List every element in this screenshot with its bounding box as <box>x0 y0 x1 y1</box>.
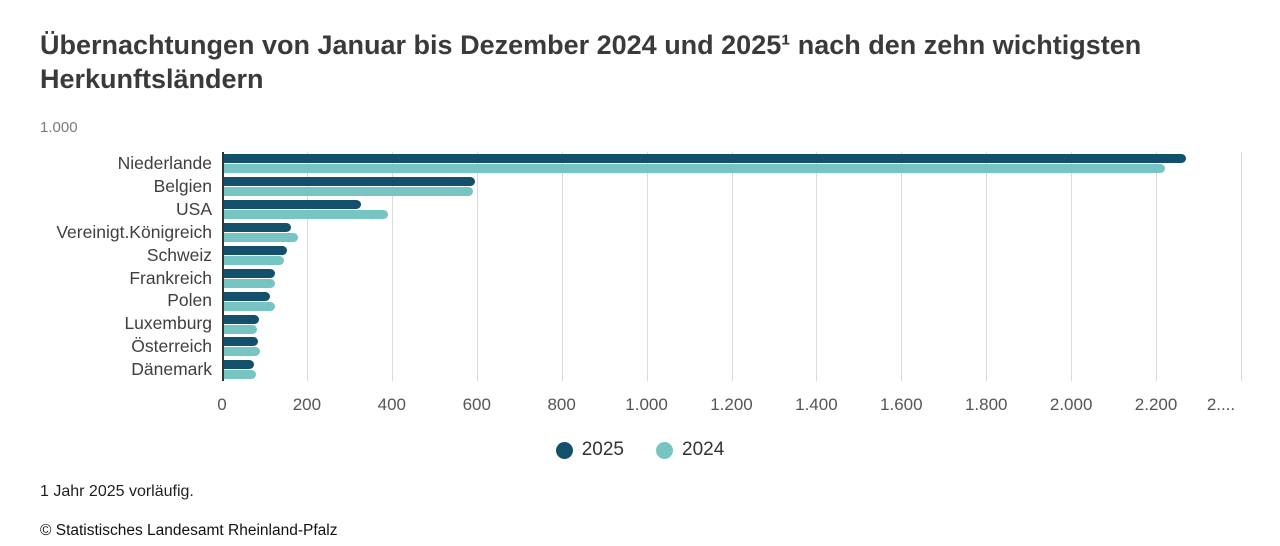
gridline <box>646 152 648 381</box>
gridline <box>816 152 818 381</box>
x-tick-label: 1.000 <box>625 395 668 414</box>
x-tick-label: 400 <box>377 395 407 414</box>
bar-2025-schweiz[interactable] <box>222 245 287 255</box>
bar-2025-belgien[interactable] <box>222 177 476 187</box>
x-tick-label: 2.200 <box>1134 395 1178 414</box>
legend-label-2025: 2025 <box>581 439 624 460</box>
bar-2025--sterreich[interactable] <box>222 337 258 347</box>
y-category-label: USA <box>176 198 212 219</box>
gridline <box>986 152 988 381</box>
footnote: 1 Jahr 2025 vorläufig. <box>40 483 194 500</box>
y-category-label: Frankreich <box>129 267 212 288</box>
y-category-label: Österreich <box>131 336 212 357</box>
gridline <box>391 152 393 381</box>
bar-2024-frankreich[interactable] <box>222 278 275 288</box>
y-axis-line <box>222 152 224 381</box>
x-tick-label: 1.800 <box>964 395 1008 414</box>
chart-title: Übernachtungen von Januar bis Dezember 2… <box>40 30 1142 94</box>
bar-2025-frankreich[interactable] <box>222 268 276 278</box>
copyright: © Statistisches Landesamt Rheinland-Pfal… <box>40 522 338 539</box>
bar-2025-d-nemark[interactable] <box>222 360 255 370</box>
gridline <box>1156 152 1158 381</box>
x-tick-label: 2.... <box>1206 395 1236 414</box>
legend-label-2024: 2024 <box>682 439 725 460</box>
gridline <box>901 152 903 381</box>
gridline <box>1241 152 1242 381</box>
y-category-label: Luxemburg <box>124 313 212 334</box>
gridline <box>561 152 563 381</box>
bar-2025-luxemburg[interactable] <box>222 314 259 324</box>
bar-2025-vereinigt-k-nigreich[interactable] <box>222 222 292 232</box>
y-category-label: Niederlande <box>117 153 212 173</box>
plot-area <box>222 152 1242 381</box>
x-tick-label: 1.400 <box>795 395 838 414</box>
unit-label: 1.000 <box>40 119 78 136</box>
gridline <box>1071 152 1073 381</box>
x-tick-label: 1.600 <box>880 395 923 414</box>
y-category-label: Vereinigt.Königreich <box>56 221 212 242</box>
legend-item-2024[interactable]: 2024 <box>656 439 724 461</box>
x-tick-label: 600 <box>462 395 491 414</box>
x-tick-label: 800 <box>547 395 576 414</box>
legend-swatch-2024 <box>656 441 673 459</box>
bar-2024-niederlande[interactable] <box>222 164 1165 174</box>
x-tick-label: 0 <box>217 395 227 414</box>
x-tick-label: 200 <box>292 395 322 414</box>
bar-2024-belgien[interactable] <box>222 187 473 197</box>
gridline <box>731 152 733 381</box>
y-category-label: Dänemark <box>131 359 212 380</box>
chart-legend: 2025 2024 <box>0 439 1280 461</box>
legend-swatch-2025 <box>555 441 573 459</box>
bar-2025-usa[interactable] <box>222 200 362 209</box>
bar-2024-luxemburg[interactable] <box>222 324 257 334</box>
x-tick-label: 2.000 <box>1049 395 1093 414</box>
value-axis: 0 200 400 600 800 1.000 1.200 1.400 1.600 1.800 2.… <box>217 395 1280 415</box>
gridline <box>476 152 478 381</box>
category-axis: Niederlande Belgien USA Vereinigt.Königreic… <box>0 152 212 381</box>
y-category-label: Belgien <box>153 175 212 196</box>
bar-2024-polen[interactable] <box>222 301 276 311</box>
bar-2024-d-nemark[interactable] <box>222 370 256 380</box>
legend-item-2025[interactable]: 2025 <box>555 439 624 461</box>
bar-2025-polen[interactable] <box>222 291 271 301</box>
bar-2024-schweiz[interactable] <box>222 255 285 265</box>
y-category-label: Polen <box>167 290 212 311</box>
x-tick-label: 1.200 <box>710 395 753 414</box>
bar-2024-vereinigt-k-nigreich[interactable] <box>222 232 298 242</box>
bar-2024-usa[interactable] <box>222 210 388 219</box>
bar-2025-niederlande[interactable] <box>222 154 1186 164</box>
bar-2024--sterreich[interactable] <box>222 347 261 357</box>
gridline <box>306 152 308 381</box>
y-category-label: Schweiz <box>146 244 212 265</box>
